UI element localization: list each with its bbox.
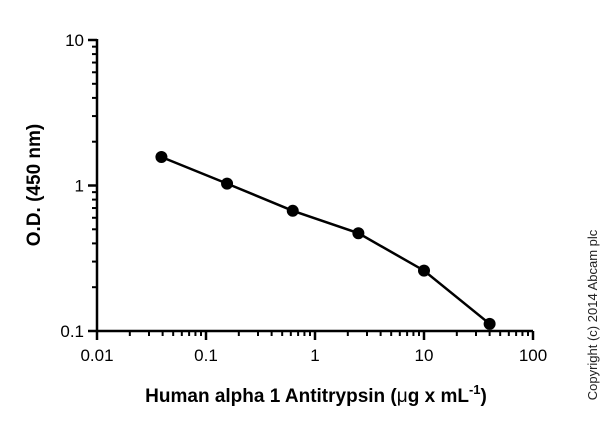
x-tick-label: 1 — [310, 346, 319, 365]
data-point — [418, 264, 430, 277]
x-tick-label: 100 — [519, 346, 547, 365]
y-tick-label: 10 — [65, 31, 84, 50]
data-series — [155, 150, 496, 330]
y-tick-label: 0.1 — [60, 322, 84, 341]
x-axis-title-mu: μ — [397, 386, 408, 407]
y-axis-title: O.D. (450 nm) — [24, 124, 45, 246]
x-tick-label: 10 — [415, 346, 434, 365]
x-axis-title-sup: -1 — [469, 382, 481, 397]
y-tick-label: 1 — [75, 177, 84, 196]
x-tick-labels: 0.01 0.1 1 10 100 — [80, 346, 547, 365]
data-point — [483, 317, 496, 330]
x-axis-title-rest: g x mL — [408, 386, 470, 407]
x-tick-label: 0.1 — [194, 346, 218, 365]
x-tick-label: 0.01 — [80, 346, 113, 365]
data-point — [155, 150, 168, 163]
x-axis-title-main: Human alpha 1 Antitrypsin ( — [145, 386, 397, 407]
data-point — [352, 227, 365, 240]
y-tick-labels: 0.1 1 10 — [60, 31, 84, 341]
copyright-text: Copyright (c) 2014 Abcam plc — [585, 229, 600, 400]
x-axis-title: Human alpha 1 Antitrypsin (μg x mL-1) — [145, 382, 487, 407]
x-axis-title-close: ) — [481, 386, 487, 407]
data-point — [221, 177, 234, 190]
data-point — [286, 204, 299, 217]
series-line — [160, 155, 491, 325]
axes — [88, 38, 535, 340]
